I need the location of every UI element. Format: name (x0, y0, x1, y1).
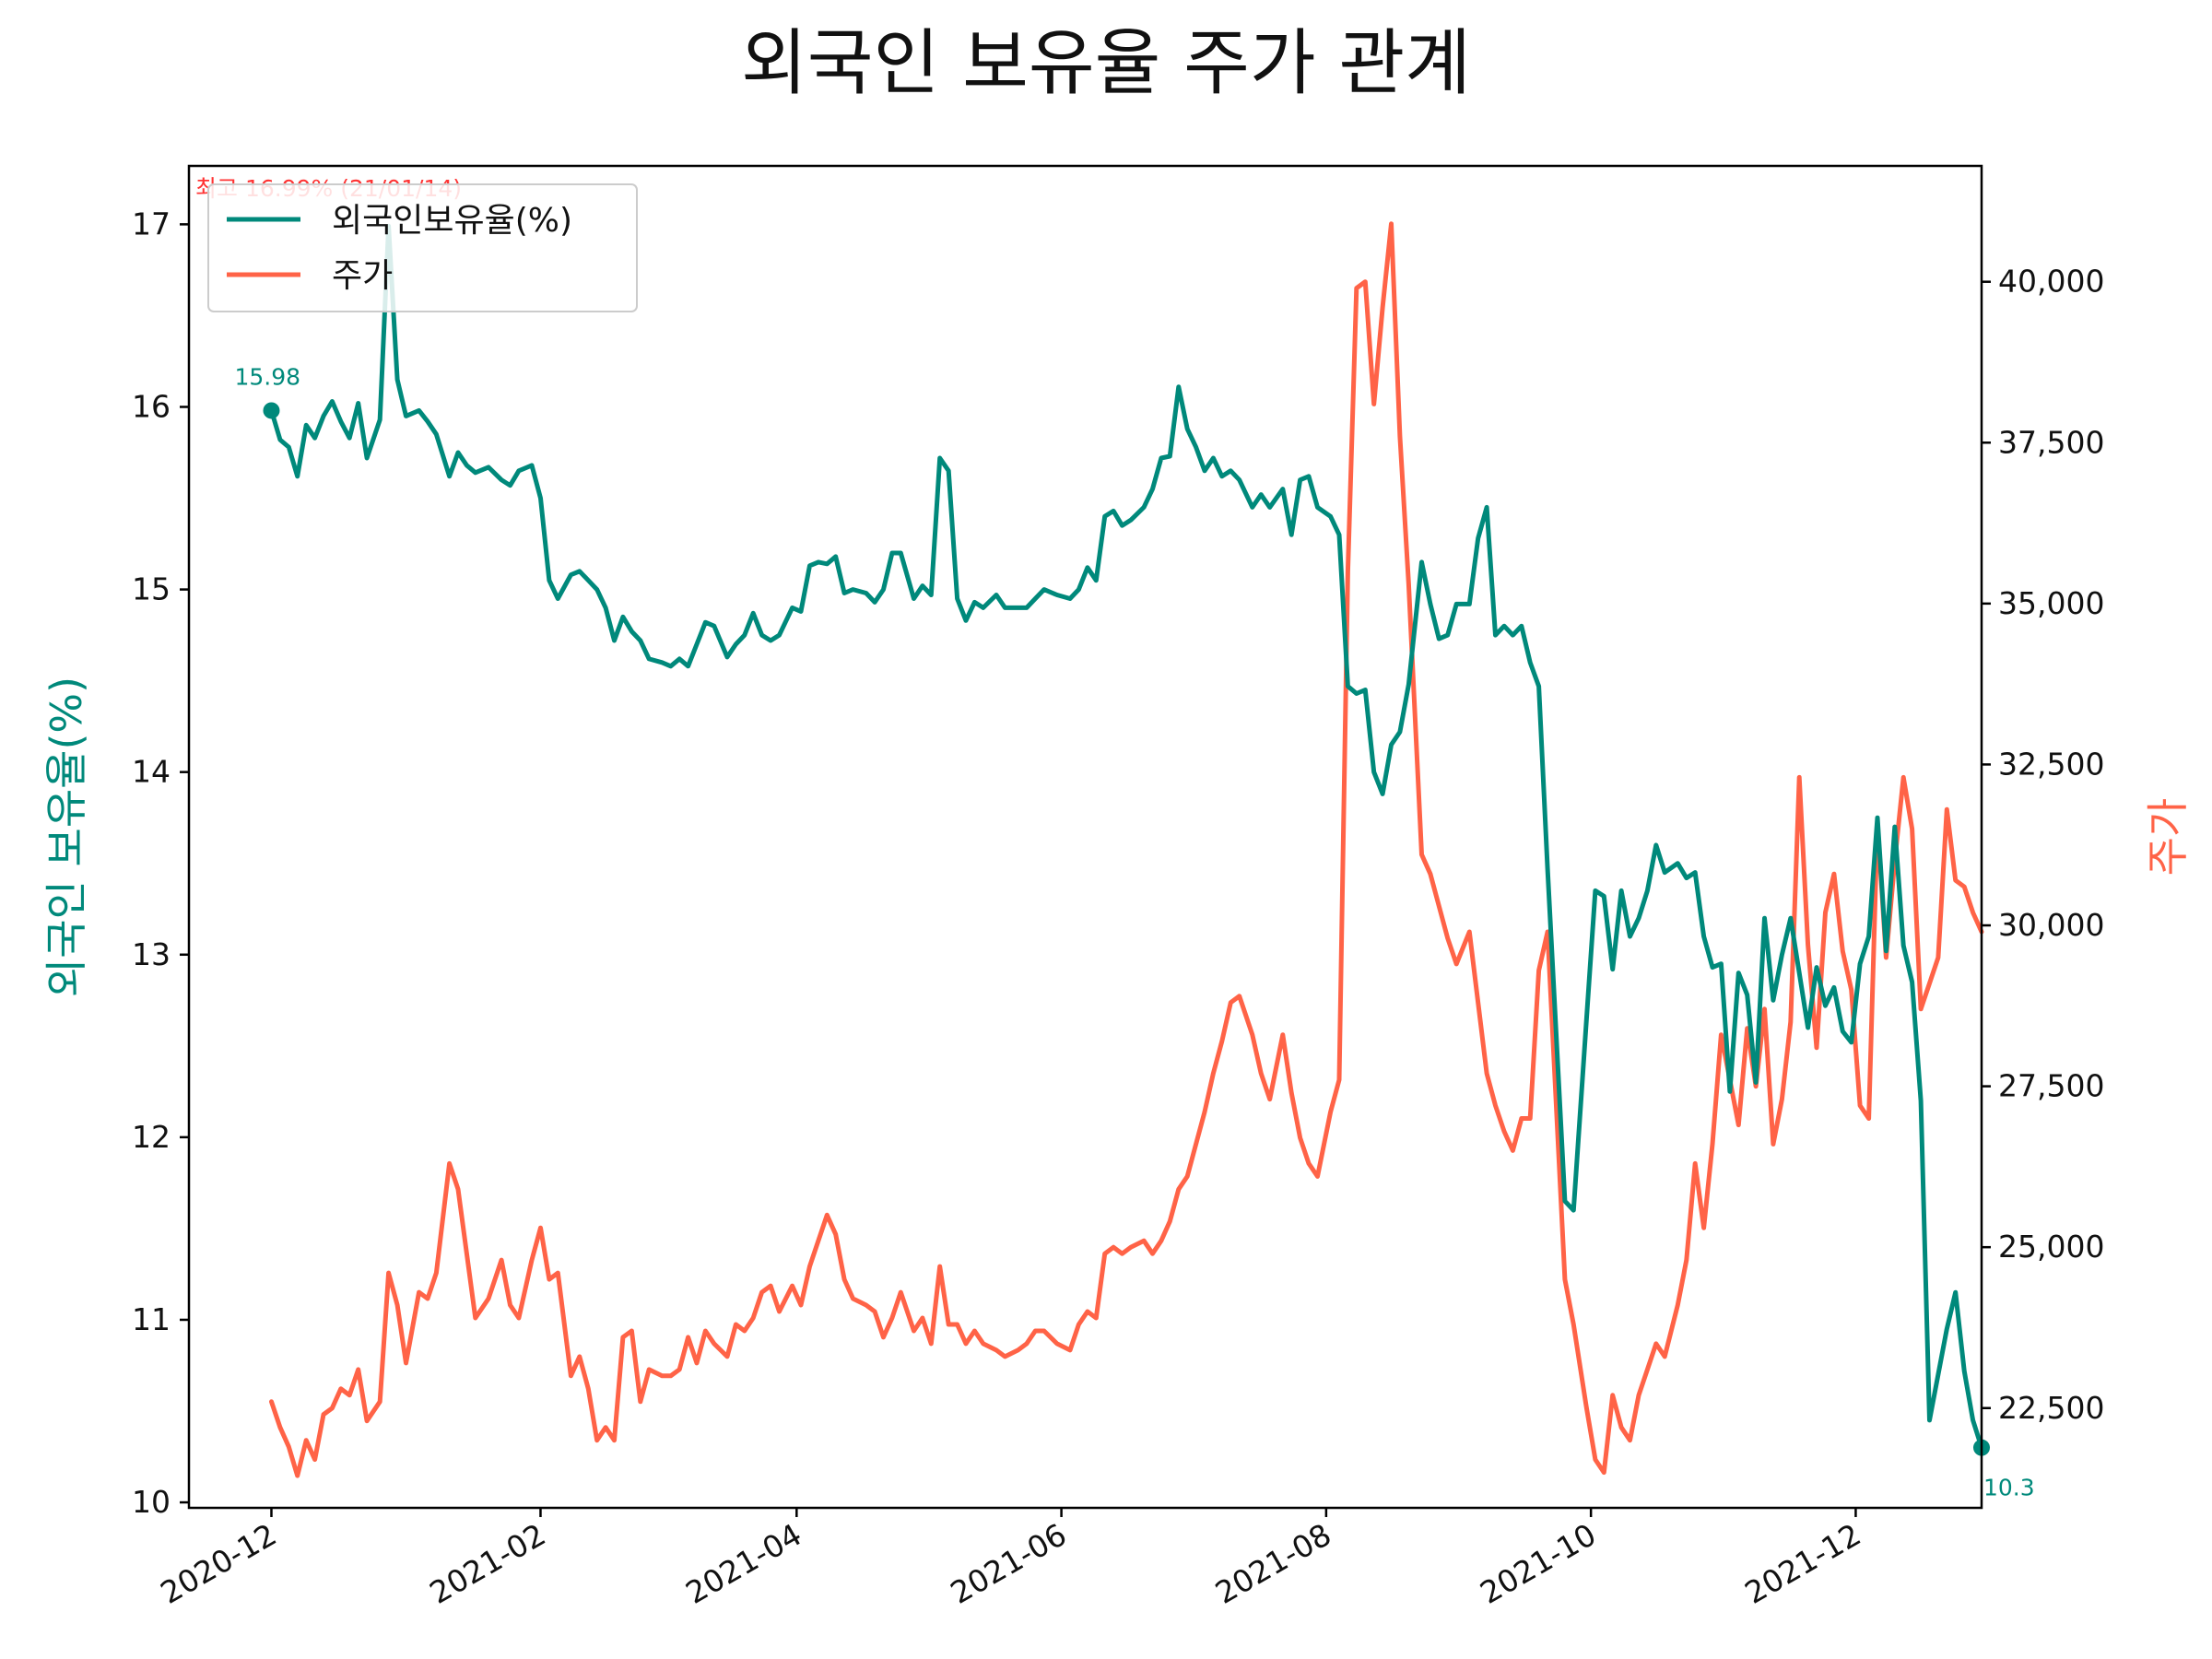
left-axis-label: 외국인 보유율(%) (41, 677, 91, 997)
legend-label-price: 주가 (332, 257, 393, 295)
legend-label-ownership: 외국인보유율(%) (332, 202, 572, 240)
right-axis-label: 주가 (2143, 798, 2193, 877)
right-y-tick-label: 40,000 (1998, 264, 2104, 300)
left-y-tick-label: 14 (132, 754, 171, 790)
x-tick-label: 2021-08 (1209, 1516, 1337, 1611)
right-y-tick-label: 32,500 (1998, 746, 2104, 782)
left-y-tick-label: 15 (132, 571, 171, 607)
right-y-tick-label: 22,500 (1998, 1390, 2104, 1426)
right-y-tick-label: 37,500 (1998, 424, 2104, 460)
x-tick-label: 2020-12 (155, 1516, 283, 1611)
series-line-price (269, 221, 1984, 1478)
x-tick-label: 2021-10 (1474, 1516, 1602, 1611)
series-line-ownership (269, 223, 1984, 1451)
x-tick-label: 2021-02 (424, 1516, 552, 1611)
chart-title: 외국인 보유율 주가 관계 (741, 22, 1471, 105)
x-tick-label: 2021-06 (945, 1516, 1073, 1611)
plot-frame (187, 164, 1983, 1510)
start-point-label: 15.98 (234, 363, 300, 390)
x-tick-label: 2021-04 (679, 1516, 807, 1611)
left-y-tick-label: 13 (132, 936, 171, 972)
right-y-tick-label: 25,000 (1998, 1229, 2104, 1265)
left-y-tick-label: 12 (132, 1119, 171, 1155)
series-layer: 15.98 10.3 (234, 221, 2035, 1501)
right-y-tick-label: 30,000 (1998, 907, 2104, 943)
right-y-tick-label: 35,000 (1998, 585, 2104, 621)
right-y-tick-label: 27,500 (1998, 1068, 2104, 1104)
end-point-label: 10.3 (1983, 1475, 2035, 1501)
legend-box (207, 183, 638, 312)
start-point-marker (263, 402, 280, 419)
left-y-tick-label: 11 (132, 1301, 171, 1337)
left-y-tick-label: 10 (132, 1484, 171, 1520)
x-tick-label: 2021-12 (1739, 1516, 1867, 1611)
legend: 외국인보유율(%) 주가 (207, 183, 638, 312)
left-y-tick-label: 16 (132, 388, 171, 424)
left-y-tick-label: 17 (132, 206, 171, 241)
axis-layer: 10 11 12 13 14 15 16 17 22,500 25,000 27,500 30,000… (132, 206, 2104, 1610)
